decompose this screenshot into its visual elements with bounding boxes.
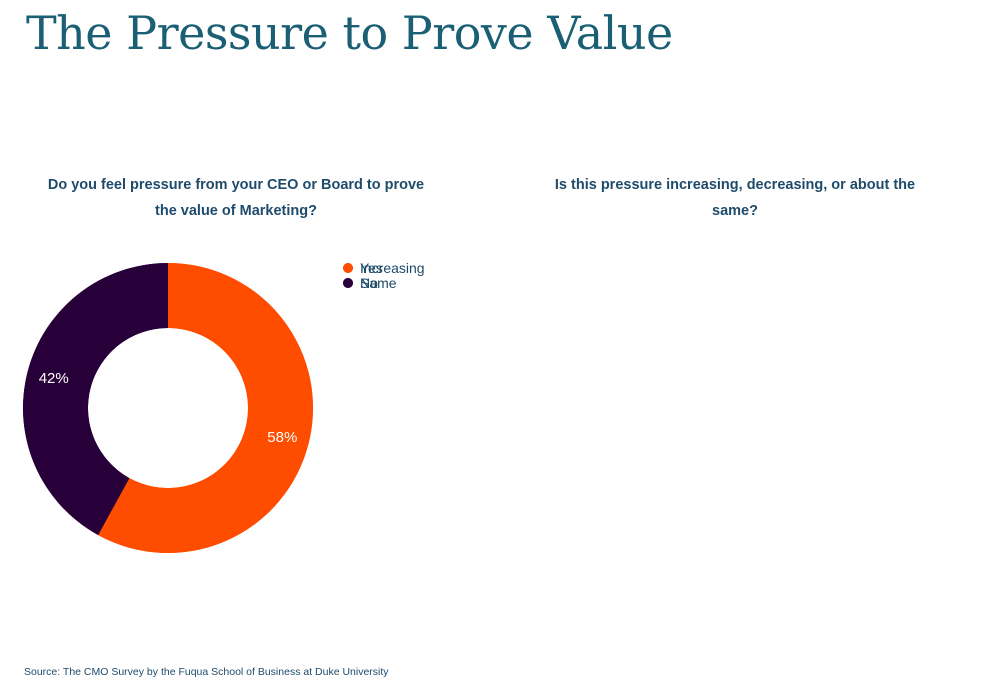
legend-label-yes: Yes [360, 260, 383, 276]
legend-label-same: Same [360, 275, 397, 291]
source-note: Source: The CMO Survey by the Fuqua Scho… [24, 666, 389, 678]
chart-1-title: Do you feel pressure from your CEO or Bo… [47, 177, 425, 219]
legend-label-no: No [360, 275, 378, 291]
legend-label-increasing: Increasing [360, 260, 425, 276]
slice-label-same: 42% [39, 370, 69, 387]
chart-2-title: Is this pressure increasing, decreasing,… [554, 177, 916, 219]
legend-swatch-same [343, 278, 353, 288]
slice-label-increasing: 58% [267, 429, 297, 446]
slice-increasing [98, 263, 313, 553]
legend-swatch-increasing [343, 263, 353, 273]
slice-same [22, 263, 168, 536]
page-title: The Pressure to Prove Value [26, 6, 673, 60]
